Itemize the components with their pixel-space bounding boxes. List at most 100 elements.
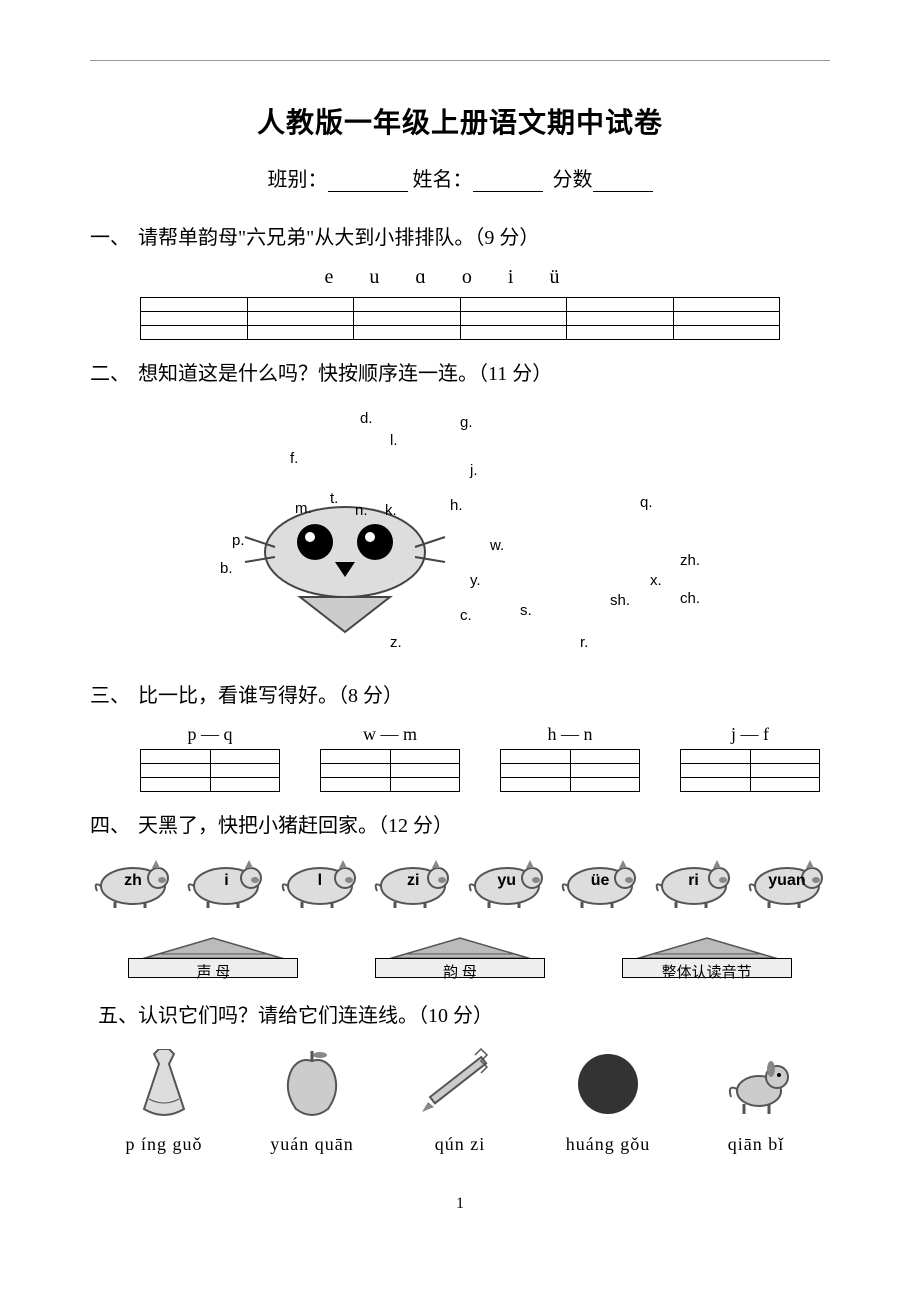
dog-icon (701, 1044, 811, 1124)
pig-item[interactable]: i (183, 856, 269, 910)
top-rule (90, 60, 830, 61)
pinyin-label: qiān bǐ (686, 1134, 826, 1155)
pinyin-label: yuán quān (242, 1134, 382, 1155)
class-blank[interactable] (328, 170, 408, 192)
question-5: 五、认识它们吗？请给它们连连线。（10 分） (90, 1000, 830, 1032)
dot-label: d. (360, 410, 373, 427)
dot-label: n. (355, 502, 368, 519)
answer-grid[interactable] (680, 749, 820, 792)
q2-connect-dots[interactable]: d.l.g.f.j.t.m.n.k.h.q.p.w.b.zh.y.x.c.s.s… (160, 402, 760, 662)
dot-label: k. (385, 502, 397, 519)
answer-grid[interactable] (140, 749, 280, 792)
house-item[interactable]: 韵 母 (375, 936, 545, 982)
house-label: 声 母 (128, 958, 298, 978)
vowel: u (369, 266, 415, 288)
vowel: ü (549, 266, 595, 288)
dot-label: x. (650, 572, 662, 589)
dot-label: h. (450, 497, 463, 514)
score-blank[interactable] (593, 170, 653, 192)
pig-label: ri (651, 872, 737, 890)
q1-text: 请帮单韵母"六兄弟"从大到小排排队。（9 分） (138, 227, 539, 249)
pig-item[interactable]: l (277, 856, 363, 910)
house-label: 整体认读音节 (622, 958, 792, 978)
dot-label: q. (640, 494, 653, 511)
q4-num: 四、 (90, 810, 138, 842)
pencil-icon (405, 1044, 515, 1124)
q3-text: 比一比，看谁写得好。（8 分） (138, 685, 403, 707)
pair-label: p — q (140, 724, 280, 745)
q4-text: 天黑了，快把小猪赶回家。（12 分） (138, 815, 453, 837)
pig-label: l (277, 872, 363, 890)
compare-item: w — m (320, 724, 460, 792)
pair-label: w — m (320, 724, 460, 745)
pig-item[interactable]: yuan (744, 856, 830, 910)
page-number: 1 (90, 1195, 830, 1213)
pig-item[interactable]: zi (370, 856, 456, 910)
house-item[interactable]: 整体认读音节 (622, 936, 792, 982)
student-info-line: 班别： 姓名： 分数 (90, 163, 830, 192)
cat-face-icon (240, 492, 450, 642)
q3-compare-row: p — q w — m h — n j — f (140, 724, 830, 792)
pig-item[interactable]: yu (464, 856, 550, 910)
pig-label: üe (557, 872, 643, 890)
vowel: i (508, 266, 550, 288)
page-title: 人教版一年级上册语文期中试卷 (90, 101, 830, 141)
name-blank[interactable] (473, 170, 543, 192)
house-label: 韵 母 (375, 958, 545, 978)
q2-num: 二、 (90, 358, 138, 390)
dot-label: sh. (610, 592, 630, 609)
vowel: ɑ (415, 266, 461, 288)
question-1: 一、请帮单韵母"六兄弟"从大到小排排队。（9 分） (90, 222, 830, 254)
answer-grid[interactable] (320, 749, 460, 792)
pig-label: i (183, 872, 269, 890)
dot-label: ch. (680, 590, 700, 607)
q1-answer-grid[interactable] (140, 297, 780, 340)
house-item[interactable]: 声 母 (128, 936, 298, 982)
dot-label: m. (295, 500, 312, 517)
pig-label: zh (90, 872, 176, 890)
compare-item: h — n (500, 724, 640, 792)
compare-item: p — q (140, 724, 280, 792)
score-label: 分数 (553, 169, 593, 191)
q5-num: 五、 (90, 1000, 138, 1032)
compare-item: j — f (680, 724, 820, 792)
answer-grid[interactable] (500, 749, 640, 792)
dot-label: r. (580, 634, 588, 651)
pig-item[interactable]: zh (90, 856, 176, 910)
pinyin-label: qún zi (390, 1134, 530, 1155)
pig-label: yu (464, 872, 550, 890)
dot-label: c. (460, 607, 472, 624)
q4-pigs-row: zh i l zi (90, 856, 830, 910)
q4-houses-row: 声 母 韵 母 整体认读音节 (90, 936, 830, 982)
pair-label: j — f (680, 724, 820, 745)
name-label: 姓名： (413, 169, 473, 191)
q1-vowels: euɑoiü (90, 266, 830, 289)
dot-label: s. (520, 602, 532, 619)
pig-item[interactable]: üe (557, 856, 643, 910)
pig-item[interactable]: ri (651, 856, 737, 910)
dot-label: g. (460, 414, 473, 431)
question-3: 三、比一比，看谁写得好。（8 分） (90, 680, 830, 712)
dot-label: z. (390, 634, 402, 651)
vowel: e (325, 266, 370, 288)
q5-icons-row (90, 1044, 830, 1124)
dot-label: t. (330, 490, 338, 507)
pinyin-label: huáng gǒu (538, 1134, 678, 1155)
class-label: 班别： (268, 169, 328, 191)
pair-label: h — n (500, 724, 640, 745)
dot-label: y. (470, 572, 481, 589)
question-2: 二、想知道这是什么吗？快按顺序连一连。（11 分） (90, 358, 830, 390)
dot-label: f. (290, 450, 298, 467)
q5-text: 认识它们吗？请给它们连连线。（10 分） (138, 1005, 493, 1027)
vowel: o (462, 266, 508, 288)
dress-icon (109, 1044, 219, 1124)
q5-pinyin-row: p íng guǒ yuán quān qún zi huáng gǒu qiā… (90, 1134, 830, 1155)
dot-label: p. (232, 532, 245, 549)
dot-label: l. (390, 432, 398, 449)
circle-icon (553, 1044, 663, 1124)
question-4: 四、天黑了，快把小猪赶回家。（12 分） (90, 810, 830, 842)
dot-label: zh. (680, 552, 700, 569)
pig-label: yuan (744, 872, 830, 890)
q3-num: 三、 (90, 680, 138, 712)
pig-label: zi (370, 872, 456, 890)
